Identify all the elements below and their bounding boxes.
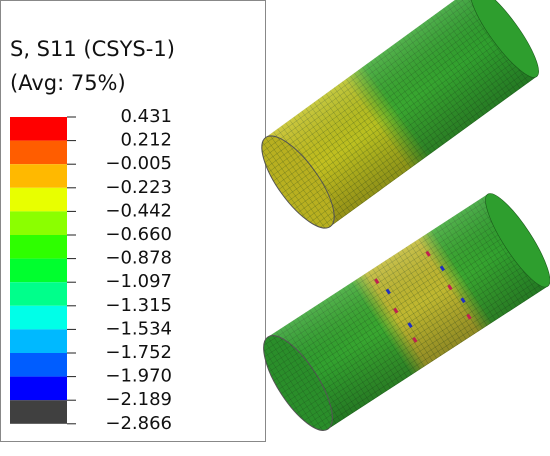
scale-label: −1.315 xyxy=(105,295,172,316)
color-band xyxy=(10,187,67,212)
color-band xyxy=(10,353,67,377)
color-band xyxy=(10,258,67,283)
scale-label: −0.878 xyxy=(105,248,172,269)
scale-label: −0.223 xyxy=(105,177,172,198)
color-band xyxy=(10,140,67,165)
scale-label: 0.212 xyxy=(120,130,172,151)
legend-title: S, S11 (CSYS-1) xyxy=(10,37,175,61)
scale-label: −0.005 xyxy=(105,153,172,174)
scale-label: −1.097 xyxy=(105,271,172,292)
color-band xyxy=(10,376,67,401)
color-scale: 0.431 0.212−0.005 −0.223−0.442 −0.660 −0.878… xyxy=(10,106,172,434)
scale-label: −0.442 xyxy=(105,200,172,221)
color-band xyxy=(10,117,67,141)
scale-label: −2.189 xyxy=(105,389,172,410)
legend-subtitle: (Avg: 75%) xyxy=(10,71,126,95)
scale-label: −1.970 xyxy=(105,366,172,387)
scale-label: −1.534 xyxy=(105,318,172,339)
scale-label: −1.752 xyxy=(105,342,172,363)
color-band xyxy=(10,282,67,306)
color-band xyxy=(10,400,67,424)
color-band xyxy=(10,164,67,188)
cylinder-bottom xyxy=(263,193,550,431)
color-band xyxy=(10,211,67,235)
color-band xyxy=(10,329,67,353)
scale-label: −2.866 xyxy=(105,413,172,434)
color-band xyxy=(10,235,67,259)
scale-label: 0.431 xyxy=(120,106,172,127)
cylinder-top xyxy=(261,0,539,229)
scale-label: −0.660 xyxy=(105,224,172,245)
color-band xyxy=(10,305,67,330)
